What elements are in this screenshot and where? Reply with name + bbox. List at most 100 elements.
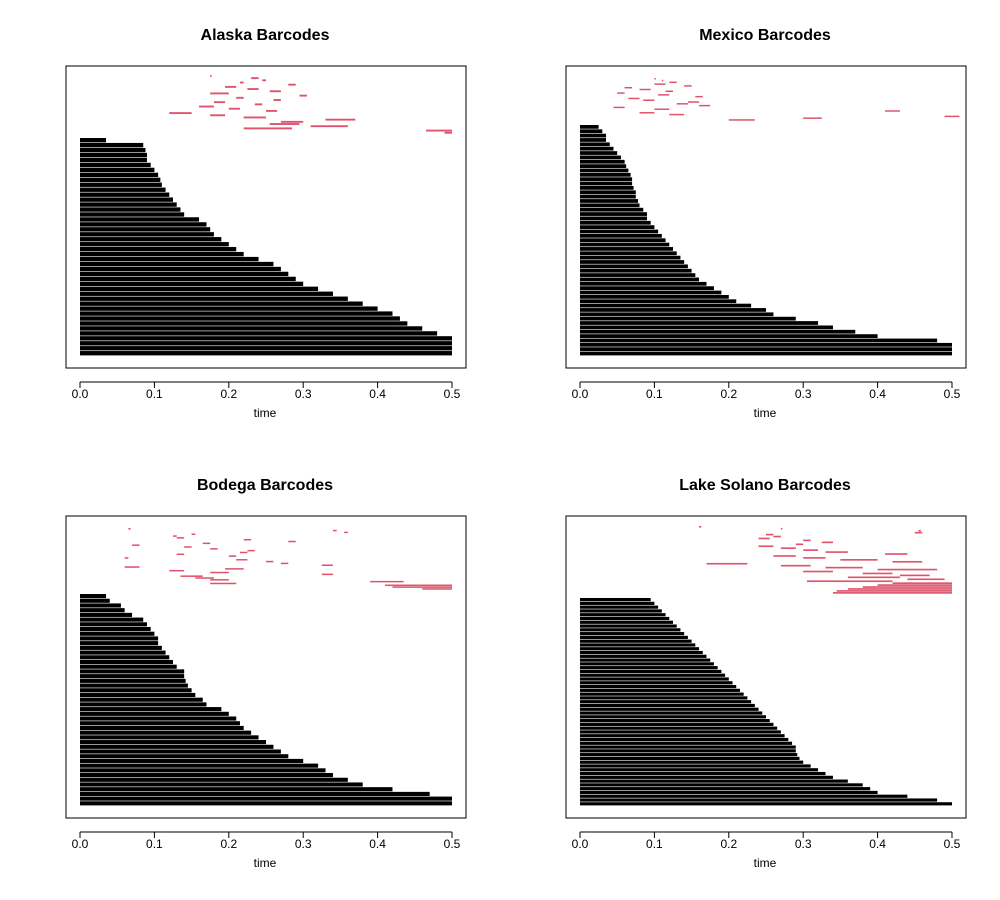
h0-bar xyxy=(80,650,166,655)
h0-bar xyxy=(580,281,707,286)
h1-bar xyxy=(243,127,293,130)
h0-bar xyxy=(580,146,614,151)
h1-bar xyxy=(239,81,244,84)
h0-bar xyxy=(580,681,733,685)
h1-bar xyxy=(628,97,640,100)
h0-bar xyxy=(80,157,147,163)
h1-bar xyxy=(780,547,796,550)
h1-bar xyxy=(210,75,212,77)
h0-bar xyxy=(80,664,177,669)
h0-bar xyxy=(580,186,634,190)
h1-bar xyxy=(780,564,811,567)
h0-bar xyxy=(580,620,673,624)
h0-bar xyxy=(580,654,707,658)
barcode-marks xyxy=(580,78,960,356)
h1-bar xyxy=(173,535,177,537)
h0-bar xyxy=(580,199,639,203)
h0-bar xyxy=(580,794,908,798)
h0-bar xyxy=(80,276,296,282)
h0-bar xyxy=(580,290,722,295)
h1-bar xyxy=(624,86,633,89)
h1-bar xyxy=(269,90,281,93)
h0-bar xyxy=(80,740,266,745)
panel-title: Lake Solano Barcodes xyxy=(679,477,851,494)
x-axis-label: time xyxy=(754,856,777,870)
x-tick-label: 0.0 xyxy=(72,387,89,401)
h0-bar xyxy=(580,325,833,330)
x-tick-label: 0.1 xyxy=(146,837,163,851)
h0-bar xyxy=(80,326,423,331)
h1-bar xyxy=(385,584,452,587)
h1-bar xyxy=(803,539,811,542)
h1-bar xyxy=(840,559,878,561)
h0-bar xyxy=(580,138,607,142)
h0-bar xyxy=(580,734,785,738)
plot-frame xyxy=(565,515,967,819)
h0-bar xyxy=(580,647,700,651)
x-axis: 0.0 0.1 0.2 0.3 0.4 0.5 xyxy=(572,831,961,851)
h0-bar xyxy=(80,702,207,707)
h0-bar xyxy=(580,692,744,696)
h0-bar xyxy=(80,197,173,202)
h0-bar xyxy=(580,299,737,304)
h0-bar xyxy=(580,719,770,723)
h1-bar xyxy=(444,131,452,134)
h0-bar xyxy=(80,247,237,252)
h1-bar xyxy=(236,96,244,99)
h1-bar xyxy=(422,588,452,590)
h1-bar xyxy=(243,116,266,119)
bodega-panel: Bodega Barcodes 0.0 0.1 0.2 0.3 0.4 0.5 time xyxy=(65,477,467,870)
h1-bar xyxy=(877,584,952,586)
h0-bar xyxy=(580,711,763,715)
h0-bar xyxy=(80,641,159,646)
h0-bar xyxy=(580,700,752,704)
h0-bar xyxy=(80,763,319,768)
h0-bar xyxy=(80,142,144,148)
h0-bar xyxy=(580,312,774,317)
h0-bar xyxy=(80,617,144,622)
h1-bar xyxy=(780,527,783,530)
h0-bar xyxy=(580,768,819,772)
x-tick-label: 0.5 xyxy=(944,837,961,851)
x-tick-label: 0.5 xyxy=(944,387,961,401)
h0-bar xyxy=(580,601,655,605)
h0-bar xyxy=(80,291,333,296)
h1-bar xyxy=(132,544,140,546)
lake-solano-panel: Lake Solano Barcodes 0.0 0.1 0.2 0.3 0.4 0.5 … xyxy=(565,477,967,870)
h0-bar xyxy=(580,142,610,147)
h1-bar xyxy=(684,85,692,87)
h0-bar xyxy=(80,301,363,306)
h0-bar xyxy=(80,626,151,632)
h1-bar xyxy=(665,90,673,93)
h1-bar xyxy=(658,94,670,96)
h1-bar xyxy=(821,541,833,544)
h0-bar xyxy=(80,754,289,759)
h0-bar xyxy=(580,613,666,617)
h0-bar xyxy=(580,125,599,129)
mexico-panel: Mexico Barcodes 0.0 0.1 0.2 0.3 0.4 0.5 time xyxy=(565,27,967,420)
x-tick-label: 0.3 xyxy=(795,837,812,851)
h1-bar xyxy=(254,103,263,106)
h1-bar xyxy=(639,112,655,114)
h1-bar xyxy=(832,592,952,594)
h1-bar xyxy=(885,553,908,555)
h1-bar xyxy=(899,574,930,577)
h1-bar xyxy=(914,531,923,534)
h0-bar xyxy=(580,616,670,621)
h0-bar xyxy=(80,271,289,277)
h0-bar xyxy=(580,677,729,681)
h1-bar xyxy=(392,586,452,588)
h0-bar xyxy=(580,155,621,160)
h1-bar xyxy=(907,578,945,581)
h1-bar xyxy=(758,545,774,548)
panel-title: Alaska Barcodes xyxy=(201,27,330,44)
h1-bar xyxy=(266,109,278,112)
h1-bar xyxy=(803,570,833,573)
h1-bar xyxy=(892,582,952,584)
h1-bar xyxy=(676,103,688,105)
h0-bar xyxy=(580,775,833,779)
h0-bar xyxy=(580,802,952,806)
h0-bar xyxy=(80,182,162,187)
h1-bar xyxy=(803,549,819,551)
h0-bar xyxy=(80,645,162,650)
